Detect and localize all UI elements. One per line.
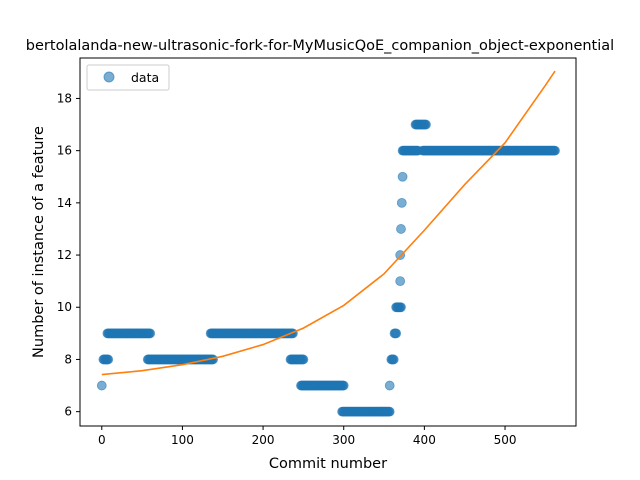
data-point: [396, 302, 406, 313]
data-point: [391, 328, 402, 339]
x-tick-label: 0: [98, 433, 106, 447]
x-tick-label: 500: [494, 433, 517, 447]
y-tick-label: 14: [57, 196, 72, 210]
legend-marker-data: [103, 71, 115, 83]
data-point: [395, 250, 406, 260]
data-series: [96, 119, 560, 417]
x-tick-label: 200: [252, 433, 275, 447]
data-point: [396, 197, 407, 208]
fit-line: [101, 70, 556, 376]
data-point: [384, 406, 395, 417]
x-axis-ticks: 0 100 200 300 400 500: [98, 426, 517, 447]
data-point: [103, 354, 114, 365]
data-point: [421, 119, 431, 130]
y-tick-label: 18: [57, 91, 72, 105]
data-point: [395, 276, 406, 287]
data-point: [396, 224, 406, 234]
x-tick-label: 400: [413, 433, 436, 447]
chart-title: bertolalanda-new-ultrasonic-fork-for-MyM…: [26, 38, 614, 54]
data-point: [338, 380, 349, 391]
y-tick-label: 16: [57, 144, 72, 158]
legend-box: [86, 64, 170, 91]
x-tick-label: 100: [171, 433, 194, 447]
plot-frame: [79, 57, 577, 427]
data-point: [397, 171, 408, 182]
x-tick-label: 300: [332, 433, 355, 447]
legend-label-data: data: [131, 70, 159, 85]
legend: data: [86, 64, 170, 91]
y-tick-label: 8: [64, 352, 72, 366]
y-tick-label: 6: [64, 405, 72, 419]
data-point: [96, 380, 107, 391]
y-axis-ticks: 6 8 10 12 14 16 18: [57, 91, 80, 419]
data-layer: [96, 70, 560, 417]
data-point: [298, 354, 309, 365]
y-tick-label: 10: [57, 300, 72, 314]
y-tick-label: 12: [57, 248, 72, 262]
data-point: [145, 328, 156, 339]
data-point: [550, 145, 560, 156]
data-point: [384, 380, 395, 391]
data-point: [388, 354, 399, 365]
x-axis-label: Commit number: [269, 456, 387, 472]
y-axis-label: Number of instance of a feature: [31, 126, 47, 358]
plot-area: [79, 57, 577, 427]
